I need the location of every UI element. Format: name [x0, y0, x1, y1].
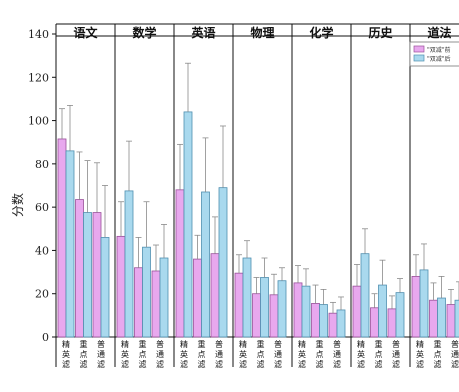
bar-after	[218, 187, 228, 338]
bar-before	[293, 282, 303, 338]
bar-before	[134, 267, 143, 338]
bars	[57, 111, 459, 338]
subject-header: 化学	[309, 25, 333, 40]
bar-before	[193, 258, 202, 338]
x-category-label: 精英滤	[180, 339, 188, 369]
x-category-label: 精英滤	[62, 339, 70, 369]
x-category-label: 重点滤	[375, 339, 383, 369]
x-category-label: 重点滤	[434, 339, 442, 369]
y-axis-label: 分数	[10, 193, 25, 217]
bar-after	[395, 292, 405, 338]
bar-after	[419, 269, 429, 338]
bar-before	[269, 294, 279, 338]
x-category-label: 普通滤	[274, 339, 282, 369]
bar-after	[360, 253, 370, 338]
bar-before	[411, 275, 421, 338]
y-tick-label: 40	[35, 244, 49, 257]
bar-after	[65, 150, 75, 338]
bar-after	[454, 299, 459, 338]
bar-after	[437, 297, 446, 338]
bar-before	[234, 272, 244, 338]
bar-before	[370, 307, 379, 338]
x-category-label: 普通滤	[451, 339, 459, 369]
error-bars	[59, 62, 459, 314]
x-category-label: 普通滤	[97, 339, 105, 369]
legend-swatch	[413, 54, 425, 62]
subject-header: 道法	[427, 25, 451, 40]
bar-before	[75, 199, 84, 338]
x-category-labels: 精英滤 重点滤 普通滤 精英滤 重点滤 普通滤 精英滤 重点滤 普通滤 精英滤 重点滤 普通滤 精英滤 重…	[62, 339, 459, 369]
x-category-label: 精英滤	[416, 339, 424, 369]
y-tick-label: 80	[35, 158, 49, 171]
x-category-label: 普通滤	[215, 339, 223, 369]
x-category-label: 重点滤	[139, 339, 147, 369]
y-tick-label: 60	[35, 201, 49, 214]
y-tick-label: 20	[35, 288, 49, 301]
x-category-label: 重点滤	[257, 339, 265, 369]
y-tick-label: 0	[42, 331, 49, 344]
bar-before	[446, 304, 456, 338]
bar-before	[352, 285, 362, 338]
bar-before	[387, 308, 397, 338]
bar-after	[183, 111, 193, 338]
subject-header: 数学	[132, 25, 156, 40]
bar-before	[328, 312, 338, 338]
bar-after	[124, 190, 134, 338]
bar-before	[252, 293, 261, 338]
x-category-label: 精英滤	[239, 339, 247, 369]
y-tick-label: 120	[28, 71, 49, 84]
legend: "双减"前"双减"后	[409, 41, 459, 67]
bar-after	[142, 246, 151, 338]
subject-headers: 语文 数学 英语 物理 化学 历史 道法	[73, 25, 451, 40]
bar-before	[57, 138, 67, 338]
bar-before	[175, 189, 185, 338]
bar-before	[92, 212, 102, 338]
subject-header: 英语	[191, 25, 215, 40]
bar-before	[151, 270, 161, 338]
bar-after	[201, 191, 210, 338]
subject-header: 物理	[250, 25, 274, 40]
subject-header: 历史	[368, 25, 393, 40]
x-category-label: 精英滤	[298, 339, 306, 369]
y-axis: 0 20 40 60 80 100 120 140	[28, 28, 56, 344]
x-category-label: 普通滤	[156, 339, 164, 369]
x-category-label: 普通滤	[333, 339, 341, 369]
bar-after	[277, 280, 287, 338]
x-category-label: 普通滤	[392, 339, 400, 369]
x-category-label: 重点滤	[316, 339, 324, 369]
legend-label: "双减"后	[427, 55, 451, 63]
legend-label: "双减"前	[427, 46, 451, 54]
bar-before	[429, 299, 438, 338]
y-tick-label: 140	[28, 28, 49, 41]
bar-after	[319, 304, 328, 338]
bar-after	[100, 237, 110, 338]
bar-before	[116, 235, 126, 338]
bar-after	[260, 277, 269, 338]
bar-after	[336, 309, 346, 338]
bar-before	[311, 303, 320, 338]
bar-after	[242, 257, 252, 338]
bar-after	[378, 284, 387, 338]
bar-after	[301, 285, 311, 338]
x-category-label: 精英滤	[121, 339, 129, 369]
x-category-label: 精英滤	[357, 339, 365, 369]
bar-before	[210, 253, 220, 338]
bar-after	[83, 212, 92, 338]
x-category-label: 重点滤	[80, 339, 88, 369]
x-category-label: 重点滤	[198, 339, 206, 369]
legend-swatch	[413, 45, 425, 53]
subject-header: 语文	[73, 25, 98, 40]
bar-after	[159, 257, 169, 338]
y-tick-label: 100	[28, 115, 49, 128]
